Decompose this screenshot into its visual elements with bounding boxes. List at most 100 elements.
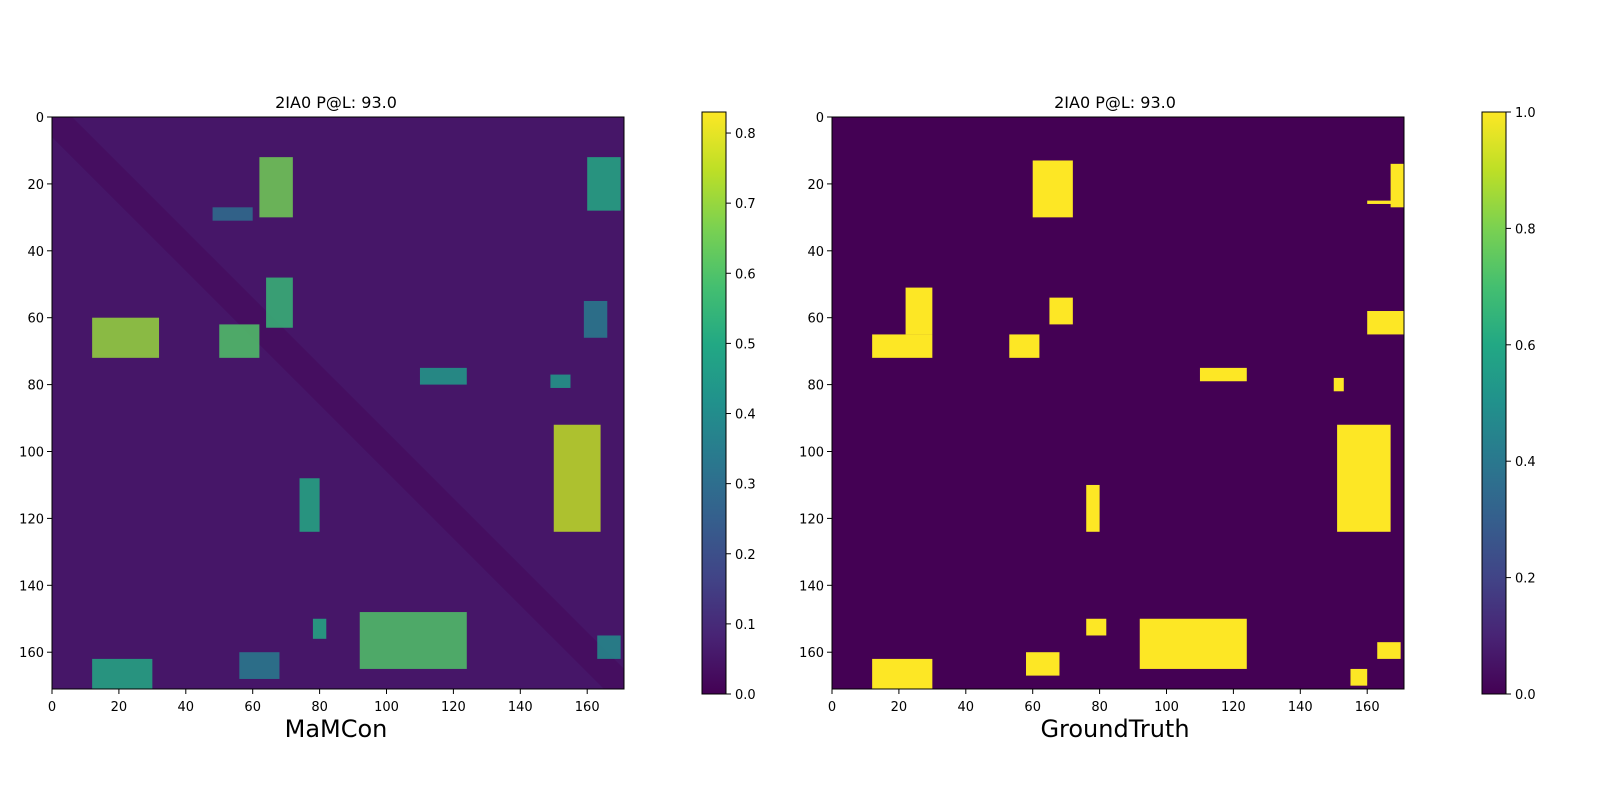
colorbar-tick-label: 0.3: [735, 478, 756, 493]
x-tick-label: 160: [1355, 700, 1380, 715]
y-tick-label: 20: [27, 178, 44, 193]
heatmap-contact-region: [1026, 652, 1060, 676]
heatmap-contact-region: [597, 635, 621, 659]
y-tick-label: 140: [799, 579, 824, 594]
y-tick-label: 60: [27, 312, 44, 327]
y-tick-label: 100: [799, 446, 824, 461]
heatmap-contact-region: [1009, 334, 1040, 358]
chart-title: 2IA0 P@L: 93.0: [1054, 93, 1176, 112]
heatmap-contact-region: [1367, 200, 1404, 204]
x-axis-label: MaMCon: [285, 715, 388, 743]
colorbar-gradient: [701, 111, 727, 695]
heatmap-contact-region: [1086, 484, 1100, 532]
x-tick-label: 160: [575, 700, 600, 715]
heatmap-plot: [51, 116, 625, 690]
y-tick-label: 0: [36, 111, 44, 126]
colorbar: 0.0 0.2 0.4 0.6 0.8 1.0: [1481, 106, 1536, 703]
heatmap-contact-region: [553, 424, 601, 532]
colorbar-tick-label: 0.1: [735, 618, 756, 633]
y-tick-label: 0: [816, 111, 824, 126]
plot-frame: [831, 116, 1405, 690]
heatmap-contact-region: [1032, 160, 1073, 218]
colorbar-tick-label: 0.6: [735, 267, 756, 282]
x-tick-label: 80: [311, 700, 328, 715]
colorbar: 0.0 0.1 0.2 0.3 0.4 0.5 0.6 0.7 0.8: [701, 111, 756, 703]
x-tick-label: 100: [374, 700, 399, 715]
y-tick-label: 20: [807, 178, 824, 193]
colorbar-tick-label: 1.0: [1515, 106, 1536, 121]
heatmap-plot: [831, 116, 1405, 690]
x-tick-label: 140: [508, 700, 533, 715]
heatmap-contact-region: [259, 157, 293, 218]
heatmap-contact-region: [1333, 377, 1344, 392]
x-tick-label: 20: [111, 700, 128, 715]
heatmap-diagonal-band: [52, 117, 624, 689]
heatmap-contact-region: [219, 324, 260, 358]
y-tick-label: 60: [807, 312, 824, 327]
heatmap-contact-region: [1350, 668, 1368, 686]
heatmap-contact-region: [583, 300, 608, 338]
colorbar-tick-label: 0.8: [1515, 222, 1536, 237]
heatmap-contact-region: [1199, 367, 1247, 382]
heatmap-panel-groundtruth: 2IA0 P@L: 93.0 0 20 40 60 80 100 120 140 160 0 20…: [799, 93, 1536, 743]
heatmap-contact-region: [312, 618, 327, 639]
colorbar-tick-label: 0.0: [735, 688, 756, 703]
y-tick-label: 120: [799, 512, 824, 527]
heatmap-contact-region: [1086, 618, 1107, 636]
heatmap-contact-region: [92, 658, 153, 689]
heatmap-contact-region: [905, 287, 933, 335]
x-tick-label: 40: [178, 700, 195, 715]
colorbar-tick-label: 0.4: [735, 408, 756, 423]
heatmap-contact-region: [1049, 297, 1073, 325]
heatmap-contact-region: [587, 157, 621, 211]
heatmap-contact-region: [872, 658, 933, 689]
x-tick-label: 100: [1154, 700, 1179, 715]
heatmap-contact-region: [872, 334, 933, 358]
heatmap-contact-region: [212, 207, 253, 221]
x-tick-label: 120: [1221, 700, 1246, 715]
x-tick-label: 40: [958, 700, 975, 715]
colorbar-tick-label: 0.2: [735, 548, 756, 563]
y-tick-label: 120: [19, 512, 44, 527]
heatmap-panel-mamcon: 2IA0 P@L: 93.0 0 20 40 60 80 100 120 140 160 0 20…: [19, 93, 756, 743]
y-tick-label: 160: [799, 646, 824, 661]
x-tick-label: 0: [48, 700, 56, 715]
heatmap-background: [832, 117, 1404, 689]
y-tick-label: 160: [19, 646, 44, 661]
colorbar-tick-label: 0.6: [1515, 339, 1536, 354]
chart-title: 2IA0 P@L: 93.0: [275, 93, 397, 112]
y-tick-label: 40: [27, 245, 44, 260]
heatmap-contact-region: [299, 478, 320, 532]
x-tick-label: 140: [1288, 700, 1313, 715]
heatmap-contact-region: [92, 317, 160, 358]
heatmap-contact-region: [239, 652, 280, 679]
heatmap-contact-region: [1367, 311, 1404, 335]
x-tick-label: 80: [1091, 700, 1108, 715]
colorbar-gradient: [1481, 111, 1507, 695]
colorbar-tick-label: 0.5: [735, 337, 756, 352]
plot-frame: [51, 116, 625, 690]
y-tick-label: 80: [807, 379, 824, 394]
x-tick-label: 120: [441, 700, 466, 715]
heatmap-contact-region: [266, 277, 293, 328]
x-axis-ticks: 0 20 40 60 80 100 120 140 160: [48, 689, 600, 715]
colorbar-tick-label: 0.8: [735, 127, 756, 142]
heatmap-contact-region: [550, 374, 571, 388]
colorbar-tick-label: 0.0: [1515, 688, 1536, 703]
heatmap-contact-region: [1390, 163, 1404, 208]
x-tick-label: 60: [1024, 700, 1041, 715]
colorbar-tick-label: 0.4: [1515, 455, 1536, 470]
x-tick-label: 0: [828, 700, 836, 715]
heatmap-contact-region: [419, 367, 467, 385]
heatmap-contact-region: [1377, 642, 1401, 659]
heatmap-contact-region: [359, 612, 467, 669]
x-axis-label: GroundTruth: [1040, 715, 1189, 743]
colorbar-tick-label: 0.2: [1515, 572, 1536, 587]
y-tick-label: 80: [27, 379, 44, 394]
y-tick-label: 40: [807, 245, 824, 260]
x-tick-label: 60: [244, 700, 261, 715]
y-axis-ticks: 0 20 40 60 80 100 120 140 160: [799, 111, 832, 661]
y-tick-label: 140: [19, 579, 44, 594]
x-tick-label: 20: [891, 700, 908, 715]
